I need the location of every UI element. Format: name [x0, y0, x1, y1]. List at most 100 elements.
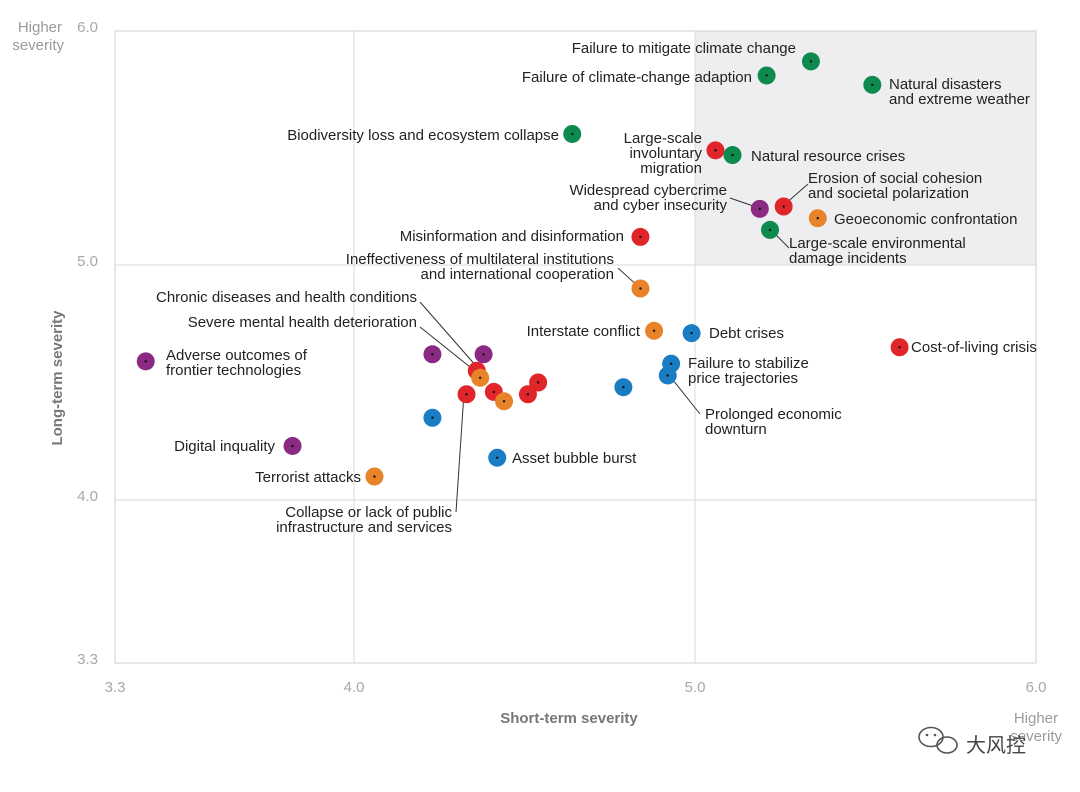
point-label-line: Large-scale environmental	[789, 235, 966, 252]
point-center-dot	[622, 386, 625, 389]
point-label-line: Ineffectiveness of multilateral institut…	[346, 251, 614, 268]
point-label-line: Debt crises	[709, 325, 784, 342]
point-label: Collapse or lack of public infrastructure…	[276, 504, 452, 536]
point-center-dot	[652, 329, 656, 332]
point-center-dot	[478, 376, 482, 379]
axis-ticks: 3.3 4.0 5.0 6.0 3.3 4.0 5.0 6.0	[77, 19, 1046, 696]
point-center-dot	[492, 390, 496, 394]
x-corner-label-line2: severity	[1010, 728, 1062, 745]
y-tick-label: 3.3	[77, 651, 98, 668]
data-point	[495, 392, 514, 411]
point-center-dot	[502, 400, 506, 403]
point-label: Biodiversity loss and ecosystem collapse	[287, 127, 559, 144]
point-label-line: Prolonged economic	[705, 406, 842, 423]
data-point	[365, 467, 384, 486]
point-label-line: Asset bubble burst	[512, 450, 637, 467]
data-point	[723, 146, 742, 165]
point-label-line: and international cooperation	[421, 266, 614, 283]
point-label: Debt crises	[709, 325, 784, 342]
data-point	[283, 436, 302, 455]
point-label: Natural disasters and extreme weather	[889, 76, 1030, 108]
point-label-line: Chronic diseases and health conditions	[156, 289, 417, 306]
point-center-dot	[639, 287, 642, 290]
point-center-dot	[144, 360, 147, 363]
leader-line	[455, 392, 465, 513]
point-center-dot	[714, 149, 717, 152]
point-center-dot	[690, 331, 693, 335]
data-point	[863, 75, 882, 94]
point-label-line: Failure to mitigate climate change	[572, 40, 796, 57]
point-center-dot	[669, 362, 673, 365]
data-point	[529, 373, 548, 392]
point-label-line: Severe mental health deterioration	[188, 314, 417, 331]
chat-bubble-icon	[918, 726, 958, 754]
data-point	[706, 141, 725, 160]
point-center-dot	[571, 132, 574, 136]
data-points	[136, 52, 909, 486]
point-center-dot	[373, 475, 376, 478]
point-label-line: Widespread cybercrime	[569, 182, 727, 199]
data-point	[518, 385, 537, 404]
y-corner-label-line1: Higher	[18, 19, 62, 36]
plot-frame	[114, 30, 1037, 664]
point-label: Failure of climate-change adaption	[522, 69, 752, 86]
point-label: Failure to stabilize price trajectories	[688, 355, 809, 387]
data-point	[682, 324, 701, 343]
point-label: Failure to mitigate climate change	[572, 40, 796, 57]
point-center-dot	[898, 346, 901, 349]
y-tick-label: 4.0	[77, 488, 98, 505]
point-label: Geoeconomic confrontation	[834, 211, 1017, 228]
point-label: Large-scale environmental damage incident…	[789, 235, 966, 267]
data-point	[808, 209, 827, 228]
point-label-line: migration	[640, 160, 702, 177]
point-label: Interstate conflict	[527, 323, 641, 340]
point-center-dot	[782, 205, 785, 208]
data-point	[631, 227, 650, 246]
point-label-line: infrastructure and services	[276, 519, 452, 536]
point-center-dot	[431, 353, 434, 356]
point-label-line: and societal polarization	[808, 185, 969, 202]
data-point	[658, 366, 677, 385]
point-labels: Failure to mitigate climate change Failur…	[156, 40, 1037, 536]
point-label-line: Failure to stabilize	[688, 355, 809, 372]
gridlines	[115, 31, 1036, 663]
data-point	[614, 378, 633, 397]
point-center-dot	[765, 74, 768, 77]
point-label: Natural resource crises	[751, 148, 905, 165]
leader-line	[419, 301, 478, 368]
y-corner-label-line2: severity	[12, 37, 64, 54]
point-center-dot	[639, 235, 642, 239]
point-center-dot	[816, 217, 819, 220]
point-center-dot	[536, 381, 540, 384]
data-point	[801, 52, 820, 71]
point-label: Prolonged economic downturn	[705, 406, 842, 438]
point-label-line: Erosion of social cohesion	[808, 170, 982, 187]
point-center-dot	[768, 228, 772, 232]
point-label: Ineffectiveness of multilateral institut…	[346, 251, 614, 283]
point-label: Digital inquality	[174, 438, 275, 455]
point-center-dot	[731, 153, 734, 157]
point-label-line: Cost-of-living crisis	[911, 339, 1037, 356]
data-point	[750, 199, 769, 218]
point-label: Adverse outcomes of frontier technologies	[166, 347, 308, 379]
point-center-dot	[465, 393, 468, 396]
data-point	[474, 345, 493, 364]
y-axis-title: Long-term severity	[49, 310, 66, 446]
point-label: Cost-of-living crisis	[911, 339, 1037, 356]
point-label: Misinformation and disinformation	[400, 228, 624, 245]
point-label: Widespread cybercrime and cyber insecurit…	[569, 182, 727, 214]
x-tick-label: 4.0	[344, 679, 365, 696]
point-label-line: downturn	[705, 421, 767, 438]
point-center-dot	[431, 416, 434, 419]
point-label-line: Natural resource crises	[751, 148, 905, 165]
point-label-line: damage incidents	[789, 250, 907, 267]
data-point	[645, 321, 664, 340]
data-point	[136, 352, 155, 371]
data-point	[563, 124, 582, 143]
point-label-line: Biodiversity loss and ecosystem collapse	[287, 127, 559, 144]
x-tick-label: 6.0	[1026, 679, 1047, 696]
highlight-region	[695, 31, 1036, 265]
y-tick-label: 5.0	[77, 253, 98, 270]
point-label: Chronic diseases and health conditions	[156, 289, 417, 306]
point-label-line: Geoeconomic confrontation	[834, 211, 1017, 228]
